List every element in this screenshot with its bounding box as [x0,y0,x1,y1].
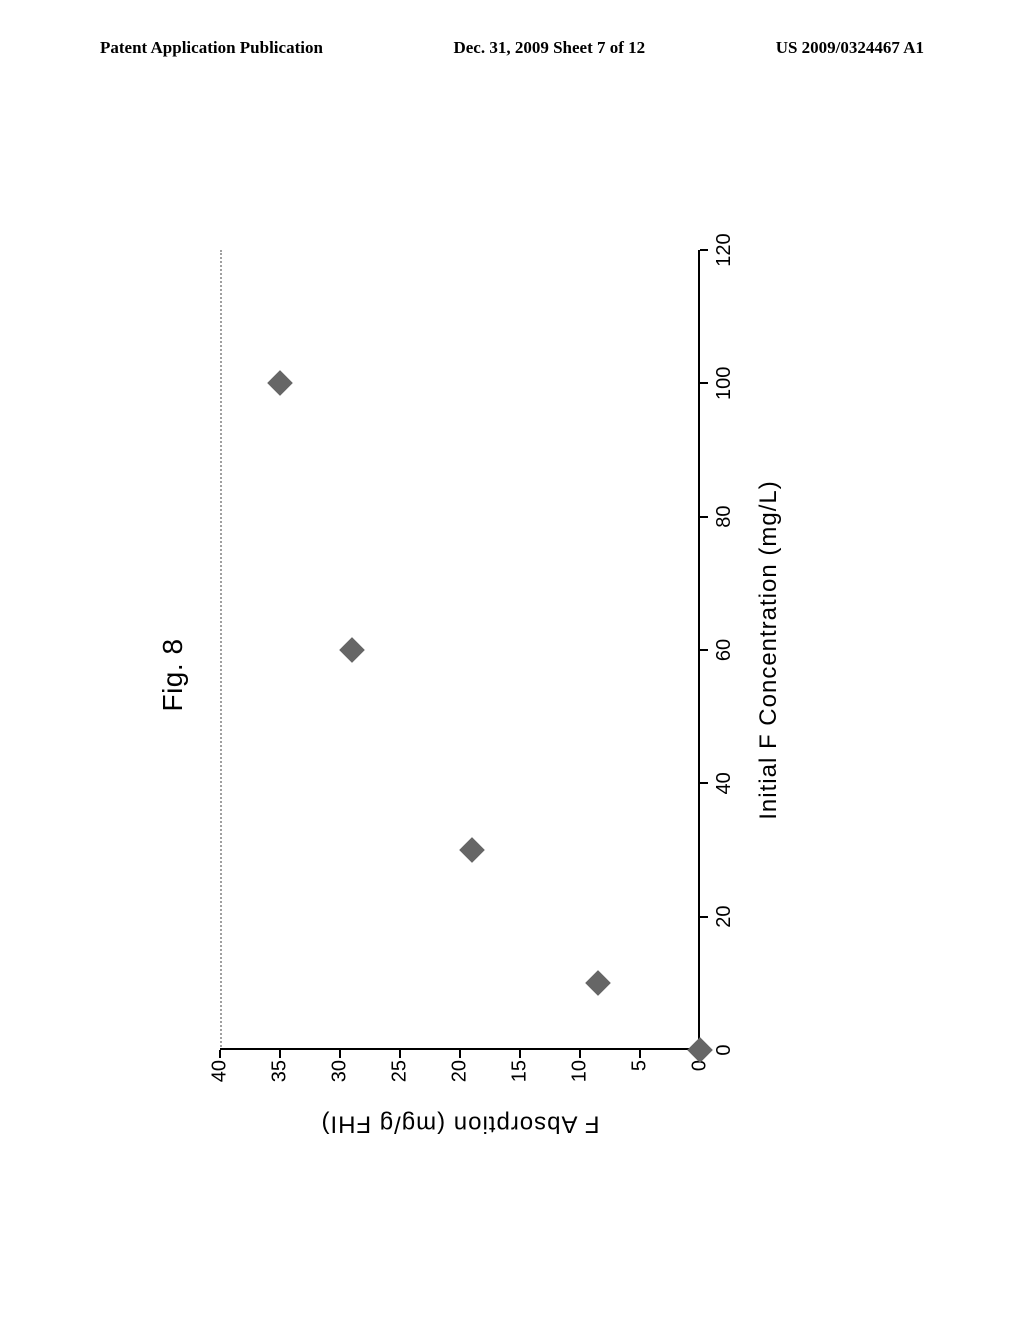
y-tick-label: 20 [449,1060,472,1105]
y-tick [339,1050,341,1058]
x-tick-label: 80 [713,487,736,547]
y-tick [219,1050,221,1058]
y-tick-label: 40 [209,1060,232,1105]
y-axis-label-container: F Absorption (mg/g FHI) [220,1108,700,1138]
x-tick [700,382,708,384]
y-tick [519,1050,521,1058]
header-left: Patent Application Publication [100,38,323,58]
data-point [267,371,292,396]
plot-top-border [220,250,222,1050]
y-tick-label: 10 [569,1060,592,1105]
y-tick [639,1050,641,1058]
x-tick-label: 40 [713,753,736,813]
y-tick [399,1050,401,1058]
x-tick [700,916,708,918]
x-tick [700,516,708,518]
data-point [687,1037,712,1062]
figure-title: Fig. 8 [157,170,189,1180]
page-header: Patent Application Publication Dec. 31, … [0,38,1024,58]
x-tick-label: 0 [713,1020,736,1080]
y-tick [579,1050,581,1058]
x-tick [700,782,708,784]
x-tick-label: 60 [713,620,736,680]
x-tick [700,649,708,651]
figure-container: Fig. 8 0510152025303540020406080100120 F… [145,170,865,1180]
x-tick-label: 100 [713,353,736,413]
y-axis-label: F Absorption (mg/g FHI) [320,1109,599,1137]
header-center: Dec. 31, 2009 Sheet 7 of 12 [453,38,645,58]
y-tick [459,1050,461,1058]
data-point [585,971,610,996]
y-tick [279,1050,281,1058]
y-tick-label: 35 [269,1060,292,1105]
x-tick-label: 120 [713,220,736,280]
header-right: US 2009/0324467 A1 [776,38,924,58]
x-tick [700,249,708,251]
x-axis-label: Initial F Concentration (mg/L) [755,250,783,1050]
y-tick-label: 5 [629,1060,652,1105]
x-tick-label: 20 [713,887,736,947]
data-point [459,837,484,862]
data-point [339,637,364,662]
y-tick-label: 25 [389,1060,412,1105]
y-tick-label: 0 [689,1060,712,1105]
scatter-plot: 0510152025303540020406080100120 [220,250,700,1050]
y-tick-label: 15 [509,1060,532,1105]
y-tick-label: 30 [329,1060,352,1105]
